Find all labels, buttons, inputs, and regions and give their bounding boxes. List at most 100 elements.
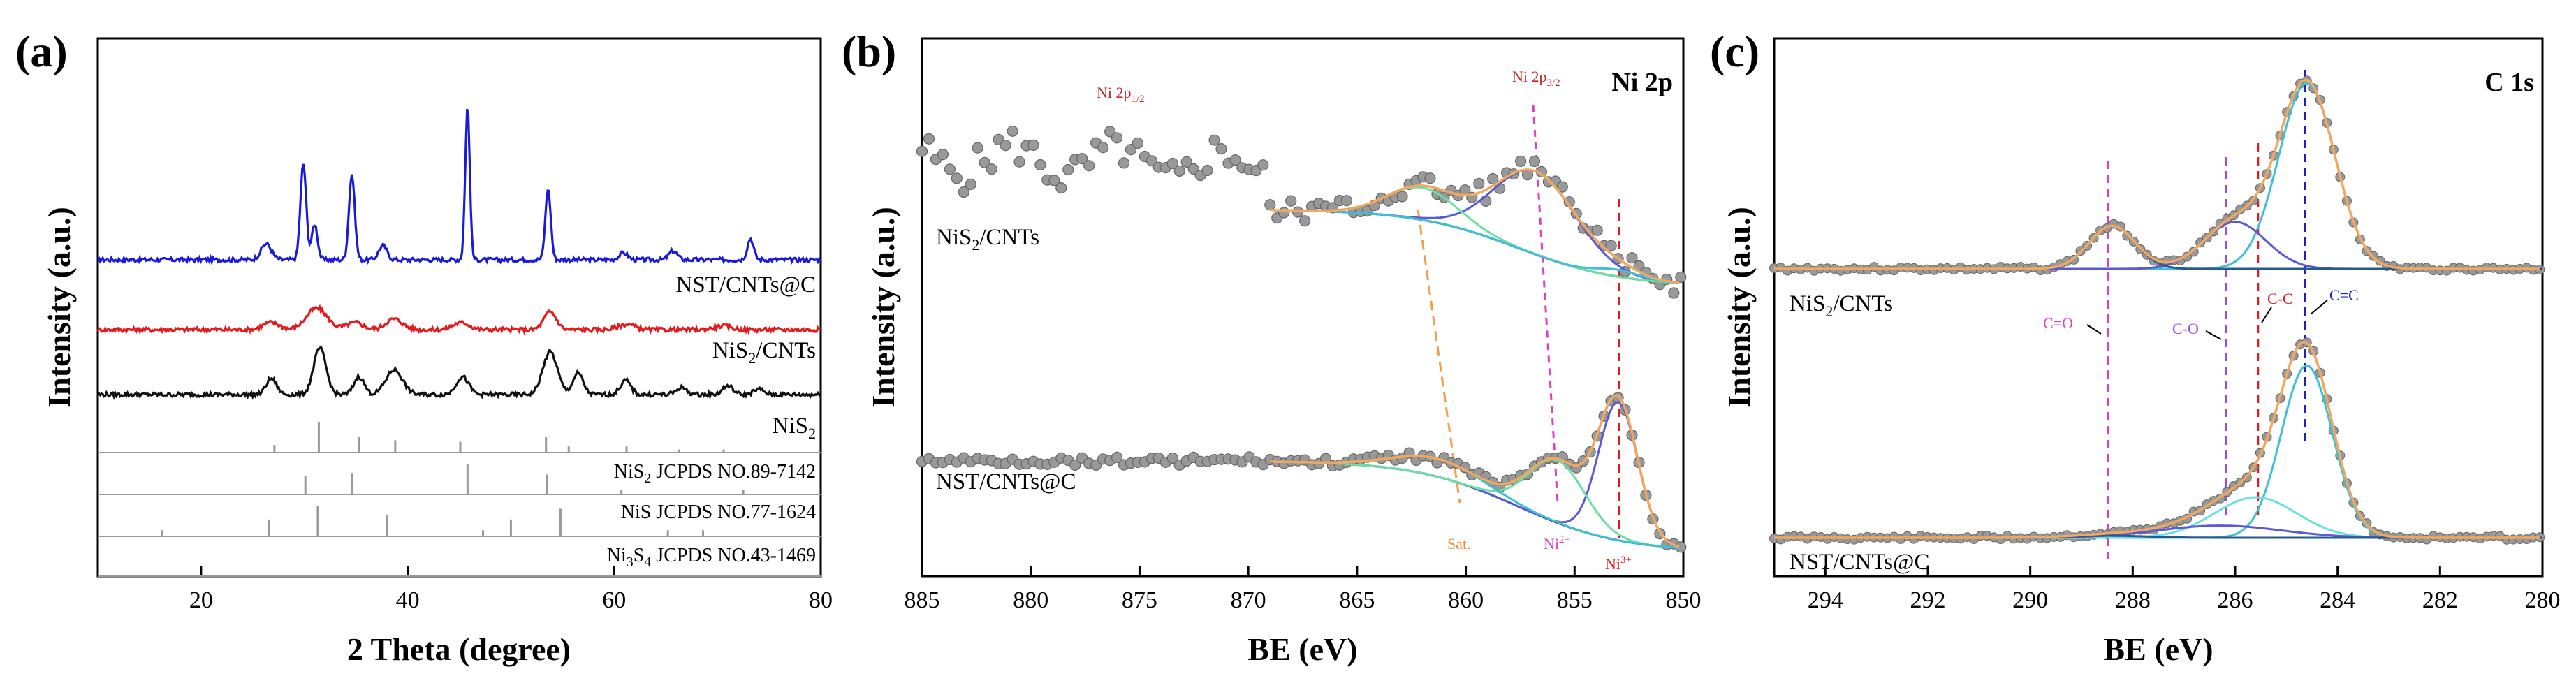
panel-c-envelope-0 [1774,78,2540,270]
panel-c-cdc-label: C=C [2329,286,2359,304]
panel-c: (c) 294 292 290 288 286 284 282 280 BE (eV) Int… [1710,27,2561,667]
panel-b-point-0-61 [1340,195,1353,207]
panel-c-x-tick-label-3: 288 [2115,587,2151,613]
panel-b-label: (b) [842,27,896,76]
panel-b-background-0 [1270,208,1679,284]
panel-a: (a) 20 40 60 80 2 Theta (degree) Intensity … [15,27,833,667]
panel-b-point-0-24 [1083,160,1095,172]
panel-c-frame [1773,37,2544,578]
panel-b-x-axis-label: BE (eV) [1247,631,1357,667]
panel-b-point-0-53 [1285,195,1297,207]
panel-b-point-0-38 [1180,156,1192,168]
panel-b-point-0-82 [1487,172,1499,185]
panel-b-ni3-label: Ni3+ [1605,555,1632,573]
panel-b-point-0-54 [1291,206,1304,218]
panel-a-ref-label-ni3s4: Ni3S4 JCPDS NO.43-1469 [607,545,816,570]
panel-b-x-ticks: 885 880 875 870 865 860 855 850 [905,566,1702,613]
panel-b-x-tick-label-0: 885 [905,587,940,613]
panel-a-label: (a) [15,27,68,76]
panel-b-point-0-73 [1424,172,1436,184]
panel-b-component-1-1 [1270,458,1679,549]
panel-b-point-0-81 [1480,195,1492,207]
panel-c-label-nis2-cnts: NiS2/CNTs [1790,291,1893,320]
panel-c-x-tick-label-0: 294 [1808,587,1843,613]
panel-a-x-tick-label-2: 60 [602,587,626,613]
panel-b-point-0-80 [1473,177,1485,189]
panel-b-point-0-42 [1208,134,1220,146]
panel-b-fit-curves [1269,168,1680,549]
panel-c-component-1-0 [1774,364,2540,539]
panel-c-fit-curves [1774,78,2542,539]
panel-a-x-tick-label-1: 40 [396,587,420,613]
panel-b-envelope-0 [1270,168,1679,284]
panel-b-point-0-43 [1215,143,1227,155]
panel-c-x-ticks: 294 292 290 288 286 284 282 280 [1808,566,2561,613]
panel-b-point-0-102 [1626,252,1638,264]
panel-a-series-nis2 [96,344,821,401]
panel-b-x-tick-label-1: 880 [1013,587,1048,613]
panel-b-point-0-0 [916,145,928,157]
panel-a-x-tick-label-0: 20 [189,587,213,613]
panel-b-x-tick-label-7: 850 [1666,587,1702,613]
panel-b-point-0-7 [965,178,976,190]
panel-b-point-0-92 [1556,181,1568,193]
panel-b-point-0-86 [1515,155,1527,167]
panel-b-data-points [916,125,1687,553]
panel-c-envelope-1 [1774,340,2540,539]
panel-b-ni2-label: Ni2+ [1544,534,1570,552]
panel-b-point-0-52 [1278,207,1290,219]
panel-b-component-0-2 [1270,208,1679,284]
panel-b-point-0-36 [1166,157,1178,170]
panel-b-point-0-6 [958,186,969,198]
panel-c-c-o-label: C-O [2172,320,2199,337]
panel-b-point-0-99 [1605,240,1617,251]
panel-c-cc-arrow [2261,307,2272,323]
panel-b-sat-label: Sat. [1447,535,1471,552]
panel-b-point-0-109 [1675,271,1687,283]
panel-b-point-0-14 [1013,156,1025,168]
panel-b-frame [921,37,1685,578]
panel-b-point-1-22 [1069,459,1081,471]
panel-b-envelope-1 [1269,394,1680,548]
panel-b-point-0-55 [1298,215,1311,227]
panel-c-y-axis-label: Intensity (a.u.) [1721,207,1757,408]
panel-b-point-0-1 [923,133,935,145]
panel-c-x-tick-label-6: 282 [2422,587,2458,613]
panel-b-point-0-10 [986,163,997,175]
panel-c-component-0-0 [1774,82,2540,270]
panel-b-point-0-3 [937,149,949,161]
panel-b-point-0-16 [1027,139,1039,151]
panel-b-point-0-26 [1097,142,1109,154]
panel-a-label-nis2: NiS2 [773,413,816,442]
panel-b-point-0-50 [1264,199,1276,211]
panel-b-point-0-23 [1076,153,1088,165]
panel-c-point-0-53 [2122,230,2132,241]
panel-b-point-0-108 [1668,287,1680,299]
panel-b-label-nis2-cnts: NiS2/CNTs [936,225,1039,254]
panel-b-title: Ni 2p [1611,68,1673,97]
panel-b-x-tick-label-2: 875 [1122,587,1157,613]
panel-b: (b) 885 880 875 870 865 860 855 850 BE (eV) Int… [842,27,1702,667]
panel-b-x-tick-label-5: 860 [1448,587,1484,613]
panel-b-point-0-39 [1187,163,1199,175]
panel-b-point-0-69 [1396,191,1408,203]
panel-b-point-0-21 [1062,163,1074,176]
panel-b-sat-guide [1417,209,1461,504]
panel-a-y-axis-label: Intensity (a.u.) [41,207,77,408]
panel-c-title: C 1s [2484,68,2534,97]
panel-c-co-label: C=O [2043,314,2073,332]
panel-a-label-nis2-cnts: NiS2/CNTs [712,338,816,367]
panel-b-point-0-9 [979,156,990,168]
panel-c-x-tick-label-1: 292 [1910,587,1946,613]
panel-b-point-0-4 [944,163,956,175]
panel-c-x-axis-label: BE (eV) [2103,631,2213,667]
panel-a-series-nst-cnts-c [97,108,821,266]
panel-c-x-tick-label-7: 280 [2525,587,2561,613]
panel-b-ni2p12: Ni 2p1/2 [1097,84,1145,105]
panel-a-label-nst: NST/CNTs@C [676,272,816,298]
panel-c-cc-label: C-C [2267,290,2293,307]
panel-a-frame [96,37,822,578]
panel-b-label-nst: NST/CNTs@C [936,469,1076,494]
panel-b-point-0-20 [1055,182,1067,194]
